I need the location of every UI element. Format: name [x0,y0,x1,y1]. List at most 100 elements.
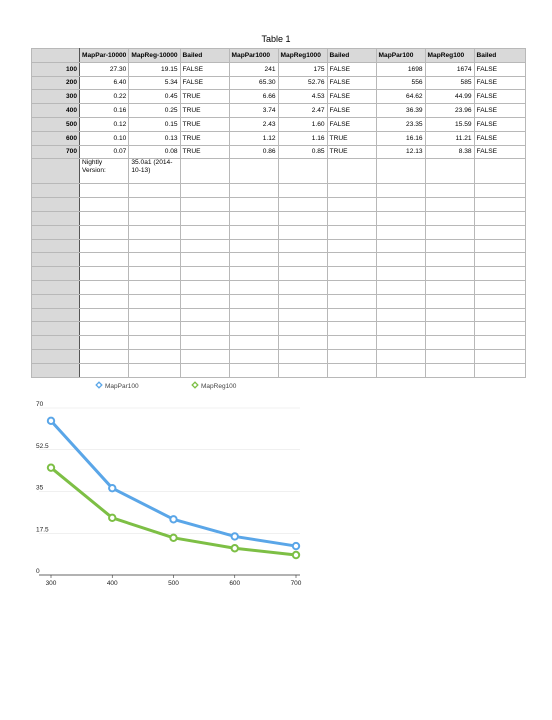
table-row: 100 27.30 19.15 FALSE 241 175 FALSE 1698 1674 FAL… [31,61,526,77]
table-cell [228,224,279,240]
table-cell: 2.43 [228,116,279,132]
table-cell [473,279,526,295]
table-cell: 6.66 [228,89,279,105]
table-cell: TRUE [326,130,377,146]
table-cell: 241 [228,61,279,77]
table-cell: 8.38 [424,144,475,160]
table-cell [179,183,230,199]
table-cell [326,183,377,199]
table-cell [277,335,328,350]
table-cell [473,321,526,337]
table-cell [228,183,279,199]
row-header: 100 [31,61,80,77]
table-cell [277,210,328,226]
table-cell [375,158,426,185]
table-cell: 1.12 [228,130,279,146]
table-cell [179,210,230,226]
table-cell [424,252,475,268]
table-row: 400 0.16 0.25 TRUE 3.74 2.47 FALSE 36.39 23.96 FA… [31,103,526,118]
table-cell [473,252,526,268]
table-cell: FALSE [179,61,230,77]
row-header: 200 [31,75,80,91]
table-cell [128,335,181,350]
data-point [291,541,301,551]
table-cell: 12.13 [375,144,426,160]
table-row [31,183,526,199]
table-cell [179,348,230,364]
x-tick-label: 300 [46,580,57,587]
row-header [31,238,80,254]
table-row [31,362,526,378]
row-header: 400 [31,103,80,118]
table-cell [277,279,328,295]
data-point [169,515,178,524]
table-cell: 0.12 [78,116,130,132]
table-cell [375,335,426,350]
table-cell [473,238,526,254]
table-cell [424,266,475,281]
x-tick-label: 600 [229,580,240,587]
table-cell [228,293,279,309]
data-point [230,532,239,541]
table-row [31,348,526,364]
column-header: MapReg100 [424,48,475,63]
table-row [31,210,526,226]
table-row: Nightly Version: 35.0a1 (2014-10-13) [31,158,526,185]
table-cell [326,279,377,295]
table-cell [326,158,377,185]
table-cell [228,197,279,212]
row-header [31,293,80,309]
table-cell [179,266,230,281]
row-header [31,252,80,268]
table-cell: 556 [375,75,426,91]
table-cell: 175 [277,61,328,77]
table-cell [228,210,279,226]
row-header [31,307,80,323]
table-cell: 0.10 [78,130,130,146]
table-cell: 5.34 [128,75,181,91]
table-cell [128,307,181,323]
table-cell: 15.59 [424,116,475,132]
table-cell [326,335,377,350]
corner-cell [31,48,80,63]
column-header: Bailed [179,48,230,63]
table-cell [326,266,377,281]
table-cell [128,210,181,226]
row-header: 300 [31,89,80,105]
table-cell [473,183,526,199]
table-cell [375,348,426,364]
table-cell [424,293,475,309]
table-cell: 23.35 [375,116,426,132]
column-header: MapPar100 [375,48,426,63]
table-cell [228,158,279,185]
table-cell [375,321,426,337]
table-cell [326,238,377,254]
legend-marker [191,381,199,389]
table-cell [375,307,426,323]
table-cell [78,293,130,309]
table-cell [473,362,526,378]
table-cell: 19.15 [128,61,181,77]
table-cell: FALSE [326,116,377,132]
table-title: Table 1 [261,34,291,44]
data-point [169,533,178,543]
table-cell [128,252,181,268]
table-cell [78,362,130,378]
row-header: 600 [31,130,80,146]
table-cell: FALSE [326,75,377,91]
table-cell [326,348,377,364]
table-cell: 2.47 [277,103,328,118]
table-cell [179,307,230,323]
table-row [31,197,526,212]
table-row: 300 0.22 0.45 TRUE 6.66 4.53 FALSE 64.62 44.99 FA… [31,89,526,105]
y-tick-label: 17.5 [36,526,49,533]
table-cell [78,197,130,212]
table-cell [424,183,475,199]
table-cell [473,335,526,350]
table-cell: FALSE [326,61,377,77]
table-cell [179,197,230,212]
table-cell [424,362,475,378]
table-row [31,266,526,281]
data-point [108,513,117,523]
table-row: 600 0.10 0.13 TRUE 1.12 1.16 TRUE 16.16 11.21 FAL… [31,130,526,146]
